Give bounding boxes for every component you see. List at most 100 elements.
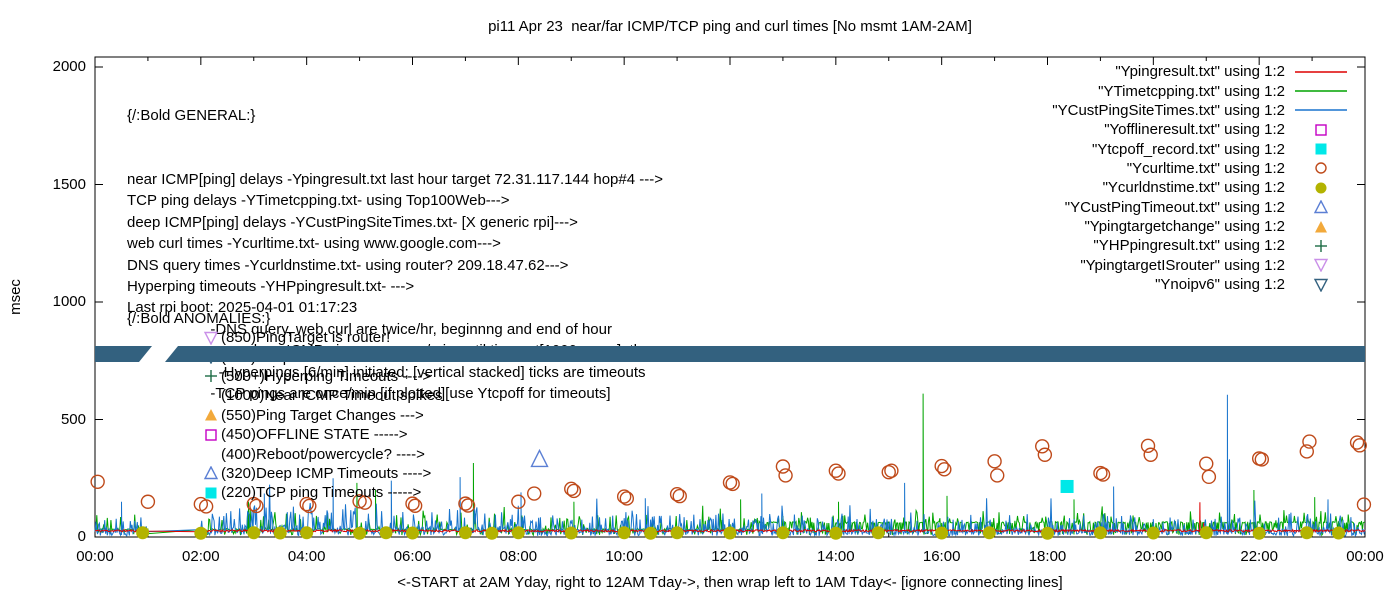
legend-label: "Yofflineresult.txt" using 1:2 [1104,121,1285,139]
y-axis-label: msec [7,279,24,315]
data-point-circle-open [619,491,635,506]
circle-filled-icon [1315,182,1327,194]
noipv6-band-right [165,346,1365,362]
noipv6-band-left [95,346,152,362]
legend-item: "YCustPingTimeout.txt" using 1:2 [897,198,1357,217]
data-point-circle-filled [617,526,631,540]
data-point-circle-open [1037,447,1053,462]
anomaly-item: (320)Deep ICMP Timeouts ----> [203,464,442,483]
data-point-circle-filled [1146,526,1160,540]
y-tick-label: 0 [77,528,86,545]
x-tick-label: 10:00 [605,548,643,565]
data-point-circle-open [778,468,793,483]
legend-label: "Ynoipv6" using 1:2 [1155,276,1285,294]
data-point-circle-open [299,496,314,512]
legend-item: "Ynoipv6" using 1:2 [897,275,1357,294]
x-tick-label: 00:00 [1346,548,1384,565]
anomaly-text: (320)Deep ICMP Timeouts ----> [221,464,432,482]
data-point-square-filled [1060,479,1074,493]
data-point-circle-filled [300,526,314,540]
general-line: Hyperping timeouts -YHPpingresult.txt- -… [127,278,415,296]
triangle-up-filled-icon [1315,220,1327,233]
series-line-Ypingresult.txt [95,502,1366,533]
data-point-circle-filled [1093,526,1107,540]
data-point-circle-filled [273,526,287,540]
plus-icon [1285,239,1357,253]
noipv6-marker-band [95,346,1365,362]
legend-label: "Ytcpoff_record.txt" using 1:2 [1092,140,1285,158]
legend-item: "YpingtargetISrouter" using 1:2 [897,256,1357,275]
legend-item: "Ycurldnstime.txt" using 1:2 [897,178,1357,197]
square-filled-icon [203,485,219,500]
anomalies-heading: {/:Bold ANOMALIES:} [127,310,271,327]
plus-icon [203,369,219,384]
data-point-circle-open [511,494,526,509]
data-point-circle-open [828,463,844,478]
data-point-circle-open [1349,435,1365,450]
data-point-circle-open [460,498,476,513]
anomaly-text: (220)TCP ping Timeouts -----> [221,484,422,502]
square-open-icon [203,427,219,442]
data-point-circle-open [1299,444,1314,459]
line-icon [1285,65,1357,79]
x-tick-label: 22:00 [1240,548,1278,565]
anomaly-text: (450)OFFLINE STATE -----> [221,426,408,444]
general-line: near ICMP[ping] delays -Ypingresult.txt … [127,171,664,189]
data-point-circle-open [990,468,1005,483]
anomaly-text: (500+)Hyperping Timeouts ----> [221,367,432,385]
data-point-circle-open [1093,465,1108,481]
square-filled-icon [205,487,217,499]
square-filled-icon [1315,143,1327,155]
data-point-circle-open [249,498,264,514]
legend-label: "YCustPingSiteTimes.txt" using 1:2 [1052,101,1285,119]
legend-item: "Ypingtargetchange" using 1:2 [897,217,1357,236]
data-point-circle-open [357,495,373,510]
anomaly-text: (850)PingTarget is router! [221,329,391,347]
plus-icon [1315,239,1327,252]
triangle-up-open-icon [203,466,219,481]
anomaly-spacer [203,447,219,462]
data-point-circle-filled [379,526,393,540]
x-tick-label: 12:00 [711,548,749,565]
triangle-down-open-icon [1285,258,1357,273]
general-line: -TCP pings are once/min [if plotted][use… [127,385,611,403]
data-point-circle-filled [564,526,578,540]
square-filled-icon [1285,142,1357,156]
data-point-circle-open [1143,447,1158,462]
data-point-circle-filled [871,526,885,540]
anomaly-text: (400)Reboot/powercycle? ----> [221,445,425,463]
legend-label: "YpingtargetISrouter" using 1:2 [1080,256,1285,274]
legend-item: "YTimetcpping.txt" using 1:2 [897,81,1357,100]
line-icon [1285,103,1357,117]
data-point-circle-open [1352,438,1367,453]
data-point-circle-filled [194,526,208,540]
data-point-circle-open [987,454,1002,469]
data-point-circle-filled [829,526,843,540]
data-point-circle-filled [1252,526,1266,540]
data-point-circle-open [198,499,214,514]
x-tick-label: 14:00 [817,548,855,565]
legend-item: "Yofflineresult.txt" using 1:2 [897,120,1357,139]
data-point-circle-open [722,475,738,490]
x-axis-caption: <-START at 2AM Yday, right to 12AM Tday-… [397,574,1063,591]
data-point-circle-filled [1300,526,1314,540]
data-point-circle-open [831,466,846,481]
circle-open-icon [1285,161,1357,175]
data-point-circle-open [1140,438,1156,454]
data-point-circle-open [1356,497,1372,512]
data-point-circle-open [672,488,687,504]
anomaly-spacer [203,388,219,403]
anomaly-item: (400)Reboot/powercycle? ----> [203,444,442,463]
x-tick-label: 20:00 [1134,548,1173,565]
anomaly-text: (550)Ping Target Changes ---> [221,406,424,424]
line-icon [1285,84,1357,98]
data-point-circle-open [407,498,423,513]
legend-label: "YHPpingresult.txt" using 1:2 [1093,237,1285,255]
data-point-circle-open [302,498,317,514]
data-point-circle-filled [644,526,658,540]
y-tick-label: 2000 [52,58,86,75]
data-point-circle-filled [406,526,419,540]
x-tick-label: 04:00 [287,548,326,565]
data-point-circle-open [1302,434,1317,449]
